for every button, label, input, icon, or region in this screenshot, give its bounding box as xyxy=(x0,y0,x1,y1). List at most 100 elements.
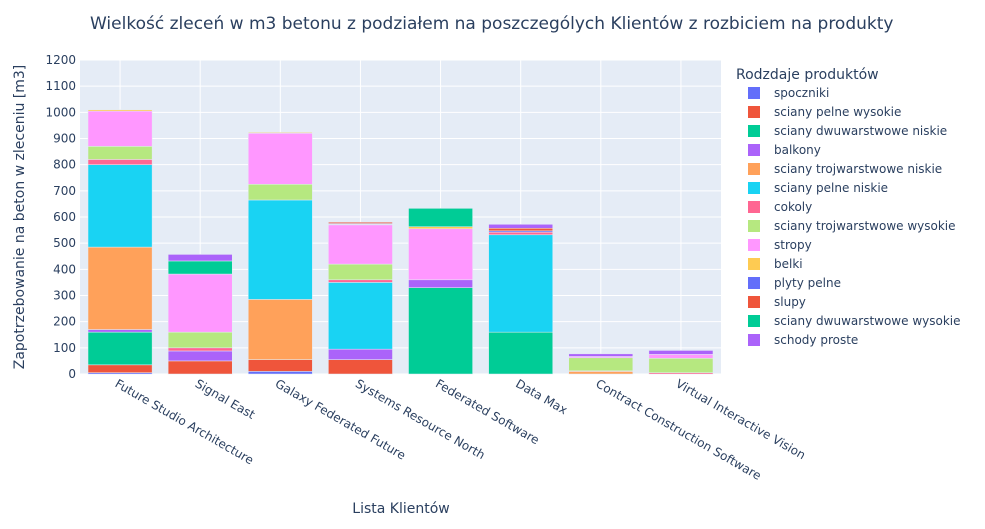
bar-segment xyxy=(408,226,473,230)
chart-title: Wielkość zleceń w m3 betonu z podziałem … xyxy=(90,14,893,34)
legend-item-label: spoczniki xyxy=(774,86,829,100)
bar-segment xyxy=(488,224,553,229)
bar-segment xyxy=(648,358,714,373)
bar-segment xyxy=(488,228,553,232)
bar-segment xyxy=(488,231,553,236)
bar-segment xyxy=(248,371,313,375)
bar-segment xyxy=(87,159,153,165)
legend-item-label: slupy xyxy=(774,295,806,309)
legend-swatch xyxy=(748,296,760,308)
legend-swatch xyxy=(748,239,760,251)
y-tick-label: 1200 xyxy=(45,53,76,67)
bar-segment xyxy=(408,287,473,375)
bar-segment xyxy=(87,109,153,112)
y-tick-label: 400 xyxy=(53,262,76,276)
legend-swatch xyxy=(748,201,760,213)
legend-item-label: stropy xyxy=(774,238,812,252)
bar-segment xyxy=(328,224,393,265)
legend-swatch xyxy=(748,125,760,137)
bar-segment xyxy=(408,208,473,227)
legend-item-label: sciany dwuwarstwowe wysokie xyxy=(774,314,961,328)
x-axis-title: Lista Klientów xyxy=(352,501,449,517)
bar-segment xyxy=(648,354,714,359)
bar-segment xyxy=(408,228,473,281)
bar-segment xyxy=(408,279,473,288)
legend-swatch xyxy=(748,144,760,156)
legend-item-label: plyty pelne xyxy=(774,276,841,290)
bar-segment xyxy=(87,329,153,333)
bar-segment xyxy=(568,357,634,372)
x-tick-label: Systems Resource North xyxy=(353,376,488,462)
legend-item-label: sciany dwuwarstwowe niskie xyxy=(774,124,947,138)
bar-segment xyxy=(167,347,233,352)
bar-segment xyxy=(167,260,233,275)
x-tick-label: Virtual Interactive Vision xyxy=(673,376,808,462)
legend-item-label: belki xyxy=(774,257,803,271)
bar-segment xyxy=(87,364,153,373)
legend-item-label: sciany trojwarstwowe wysokie xyxy=(774,219,956,233)
legend-item-label: sciany trojwarstwowe niskie xyxy=(774,162,942,176)
bars xyxy=(87,109,714,375)
y-axis-title: Zapotrzebowanie na beton w zleceniu [m3] xyxy=(12,65,28,370)
bar-segment xyxy=(568,353,634,357)
y-tick-label: 600 xyxy=(53,210,76,224)
legend-swatch xyxy=(748,163,760,175)
legend-title: Rodzdaje produktów xyxy=(736,67,879,83)
legend-swatch xyxy=(748,87,760,99)
x-tick-label: Contract Construction Software xyxy=(593,376,763,482)
y-axis: 0 100 200 300 400 500 600 700 800 900 1000 1100 1200 xyxy=(45,53,76,381)
y-tick-label: 700 xyxy=(53,184,76,198)
y-tick-label: 900 xyxy=(53,132,76,146)
bar-segment xyxy=(87,331,153,366)
bar-segment xyxy=(167,273,233,333)
bar-segment xyxy=(87,146,153,160)
bar-segment xyxy=(248,359,313,372)
y-tick-label: 100 xyxy=(53,341,76,355)
legend-item-label: sciany pelne niskie xyxy=(774,181,888,195)
y-tick-label: 1100 xyxy=(45,79,76,93)
legend-swatch xyxy=(748,315,760,327)
legend-item-label: schody proste xyxy=(774,333,858,347)
bar-segment xyxy=(248,132,313,134)
bar-segment xyxy=(488,331,553,375)
bar-segment xyxy=(87,246,153,330)
legend-swatch xyxy=(748,182,760,194)
bar-segment xyxy=(488,234,553,333)
x-tick-label: Data Max xyxy=(513,376,570,417)
bar-segment xyxy=(568,371,634,375)
legend-swatch xyxy=(748,277,760,289)
legend-swatch xyxy=(748,106,760,118)
bar-segment xyxy=(328,348,393,360)
bar-segment xyxy=(87,110,153,147)
x-tick-label: Signal East xyxy=(193,376,258,422)
bar-segment xyxy=(648,350,714,355)
bar-segment xyxy=(328,263,393,281)
bar-segment xyxy=(167,254,233,262)
legend-swatch xyxy=(748,258,760,270)
bar-segment xyxy=(328,279,393,283)
legend-item-label: sciany pelne wysokie xyxy=(774,105,901,119)
legend-item-label: balkony xyxy=(774,143,821,157)
bar-segment xyxy=(248,299,313,360)
y-tick-label: 800 xyxy=(53,158,76,172)
y-tick-label: 1000 xyxy=(45,105,76,119)
y-tick-label: 200 xyxy=(53,315,76,329)
x-tick-label: Galaxy Federated Future xyxy=(273,376,408,462)
bar-segment xyxy=(248,133,313,185)
bar-segment xyxy=(328,359,393,375)
y-tick-label: 500 xyxy=(53,236,76,250)
bar-segment xyxy=(328,282,393,350)
y-tick-label: 0 xyxy=(68,367,76,381)
bar-segment xyxy=(167,331,233,349)
bar-segment xyxy=(248,184,313,201)
bar-segment xyxy=(167,360,233,375)
bar-segment xyxy=(167,350,233,362)
y-tick-label: 300 xyxy=(53,289,76,303)
bar-segment xyxy=(248,199,313,300)
bar-segment xyxy=(87,164,153,248)
legend-swatch xyxy=(748,334,760,346)
bar-segment xyxy=(328,221,393,224)
